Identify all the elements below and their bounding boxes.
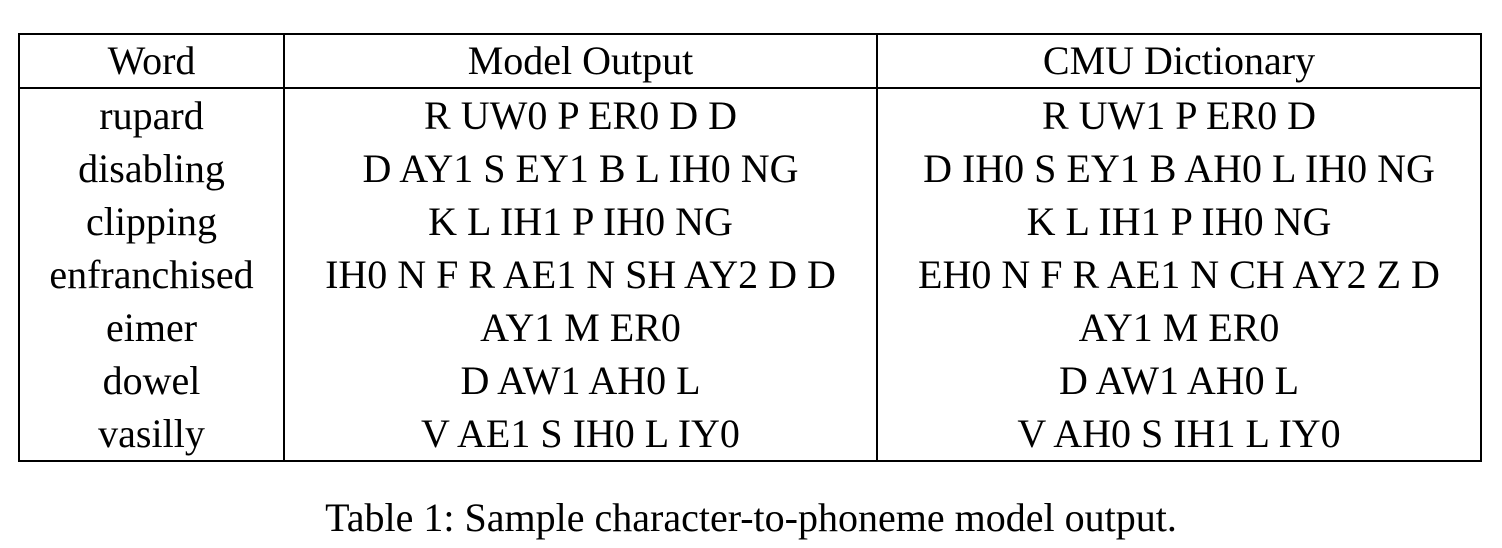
cell-word: disabling [18, 142, 285, 195]
cell-cmu-dictionary: K L IH1 P IH0 NG [876, 195, 1482, 248]
table-body: rupard R UW0 P ER0 D D R UW1 P ER0 D dis… [18, 88, 1482, 462]
table-row: disabling D AY1 S EY1 B L IH0 NG D IH0 S… [18, 142, 1482, 195]
header-word: Word [18, 33, 285, 89]
cell-model-output: AY1 M ER0 [283, 301, 878, 354]
cell-cmu-dictionary: D AW1 AH0 L [876, 354, 1482, 407]
cell-model-output: D AY1 S EY1 B L IH0 NG [283, 142, 878, 195]
cell-cmu-dictionary: D IH0 S EY1 B AH0 L IH0 NG [876, 142, 1482, 195]
header-row: Word Model Output CMU Dictionary [18, 33, 1482, 89]
cell-word: clipping [18, 195, 285, 248]
cell-model-output: V AE1 S IH0 L IY0 [283, 407, 878, 462]
table-caption: Table 1: Sample character-to-phoneme mod… [325, 495, 1177, 540]
table-row: dowel D AW1 AH0 L D AW1 AH0 L [18, 354, 1482, 407]
table-row: eimer AY1 M ER0 AY1 M ER0 [18, 301, 1482, 354]
cell-word: rupard [18, 88, 285, 142]
cell-model-output: K L IH1 P IH0 NG [283, 195, 878, 248]
table-row: vasilly V AE1 S IH0 L IY0 V AH0 S IH1 L … [18, 407, 1482, 462]
phoneme-results-table: Word Model Output CMU Dictionary rupard … [18, 33, 1482, 462]
cell-cmu-dictionary: EH0 N F R AE1 N CH AY2 Z D [876, 248, 1482, 301]
cell-cmu-dictionary: AY1 M ER0 [876, 301, 1482, 354]
table-row: rupard R UW0 P ER0 D D R UW1 P ER0 D [18, 88, 1482, 142]
cell-cmu-dictionary: R UW1 P ER0 D [876, 88, 1482, 142]
cell-word: enfranchised [18, 248, 285, 301]
cell-word: vasilly [18, 407, 285, 462]
cell-cmu-dictionary: V AH0 S IH1 L IY0 [876, 407, 1482, 462]
table-row: enfranchised IH0 N F R AE1 N SH AY2 D D … [18, 248, 1482, 301]
cell-model-output: R UW0 P ER0 D D [283, 88, 878, 142]
table-header: Word Model Output CMU Dictionary [18, 33, 1482, 89]
cell-word: eimer [18, 301, 285, 354]
cell-model-output: D AW1 AH0 L [283, 354, 878, 407]
cell-model-output: IH0 N F R AE1 N SH AY2 D D [283, 248, 878, 301]
table-container: Word Model Output CMU Dictionary rupard … [18, 33, 1482, 462]
header-model-output: Model Output [283, 33, 878, 89]
table-row: clipping K L IH1 P IH0 NG K L IH1 P IH0 … [18, 195, 1482, 248]
header-cmu-dictionary: CMU Dictionary [876, 33, 1482, 89]
cell-word: dowel [18, 354, 285, 407]
